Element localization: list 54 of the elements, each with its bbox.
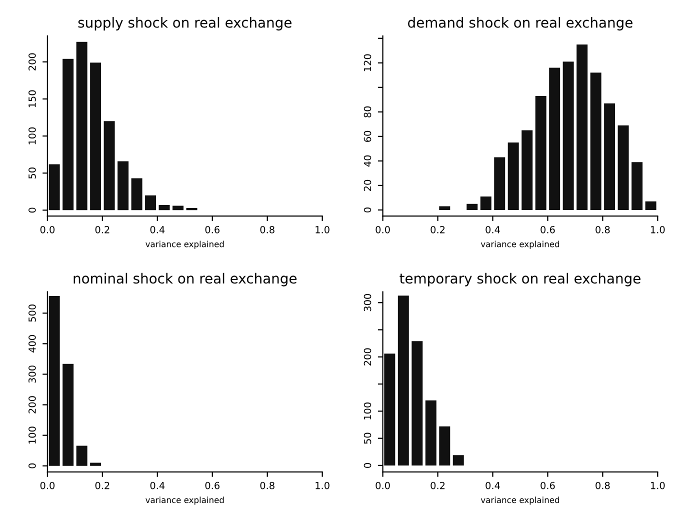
x-axis-title: variance explained [480, 496, 560, 505]
x-tick-label: 0.2 [430, 226, 445, 234]
x-tick-label: 1.0 [650, 482, 665, 490]
x-tick-label: 0.8 [260, 482, 274, 490]
x-tick-label: 0.6 [205, 482, 220, 490]
y-tick-label: 100 [28, 426, 36, 444]
x-tick-label: 0.0 [40, 482, 55, 490]
x-tick-label: 0.2 [430, 482, 445, 490]
y-tick-label: 80 [364, 106, 372, 118]
y-tick-label: 60 [364, 130, 372, 142]
x-tick-label: 0.4 [486, 482, 500, 490]
y-tick-label: 200 [28, 53, 36, 70]
x-tick-label: 1.0 [316, 482, 330, 490]
x-tick-label: 0.0 [40, 226, 55, 234]
y-tick-label: 500 [28, 304, 36, 322]
x-tick-label: 1.0 [316, 226, 330, 234]
y-tick-label: 300 [364, 294, 372, 312]
y-tick-label: 100 [28, 127, 36, 144]
y-tick-label: 50 [364, 432, 372, 444]
x-tick-label: 0.4 [150, 226, 165, 234]
y-tick-label: 0 [28, 208, 36, 213]
x-tick-label: 0.0 [376, 226, 390, 234]
chart-title: temporary shock on real exchange [400, 272, 640, 286]
y-tick-label: 0 [364, 208, 372, 212]
y-tick-label: 200 [364, 348, 372, 366]
x-tick-label: 0.2 [95, 226, 110, 234]
y-tick-label: 200 [28, 396, 36, 414]
x-axis-title: variance explained [480, 240, 560, 249]
x-tick-label: 0.2 [95, 482, 110, 490]
x-tick-label: 0.6 [205, 226, 220, 234]
x-tick-label: 0.8 [596, 226, 610, 234]
x-tick-label: 0.8 [260, 226, 274, 234]
y-tick-label: 100 [364, 402, 372, 420]
chart-title: demand shock on real exchange [408, 17, 632, 30]
y-tick-label: 150 [28, 90, 36, 108]
y-tick-label: 120 [364, 54, 372, 72]
x-tick-label: 0.4 [150, 482, 165, 490]
y-tick-label: 0 [28, 463, 36, 468]
y-tick-label: 50 [28, 168, 36, 179]
y-tick-label: 400 [28, 335, 36, 352]
y-tick-label: 300 [28, 366, 36, 383]
x-tick-label: 1.0 [650, 226, 665, 234]
x-axis-title: variance explained [146, 240, 224, 249]
x-tick-label: 0.0 [376, 482, 390, 490]
chart-title: supply shock on real exchange [78, 17, 292, 30]
y-tick-label: 0 [364, 463, 372, 468]
y-tick-label: 40 [364, 155, 372, 167]
x-axis-title: variance explained [146, 496, 224, 505]
x-tick-label: 0.6 [540, 226, 555, 234]
x-tick-label: 0.8 [596, 482, 610, 490]
x-tick-label: 0.4 [486, 226, 500, 234]
y-tick-label: 20 [364, 180, 372, 191]
chart-title: nominal shock on real exchange [74, 272, 297, 286]
x-tick-label: 0.6 [540, 482, 555, 490]
